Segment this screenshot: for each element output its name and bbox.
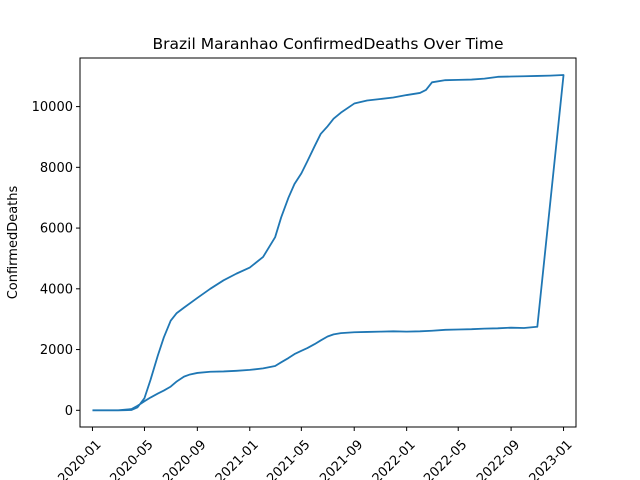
y-tick-label: 2000 — [40, 343, 73, 358]
chart-title: Brazil Maranhao ConfirmedDeaths Over Tim… — [153, 35, 504, 53]
y-tick-label: 10000 — [32, 100, 73, 115]
axes-frame — [79, 57, 577, 428]
plot-area — [80, 58, 576, 427]
y-tick-label: 0 — [65, 404, 73, 419]
y-axis: 0 2000 4000 6000 8000 10000 — [32, 100, 80, 419]
series-line-0 — [92, 74, 565, 412]
y-tick-label: 8000 — [40, 161, 73, 176]
y-axis-title: ConfirmedDeaths — [6, 185, 21, 299]
y-tick-label: 4000 — [40, 282, 73, 297]
series-layer — [92, 74, 565, 412]
y-tick-label: 6000 — [40, 222, 73, 237]
